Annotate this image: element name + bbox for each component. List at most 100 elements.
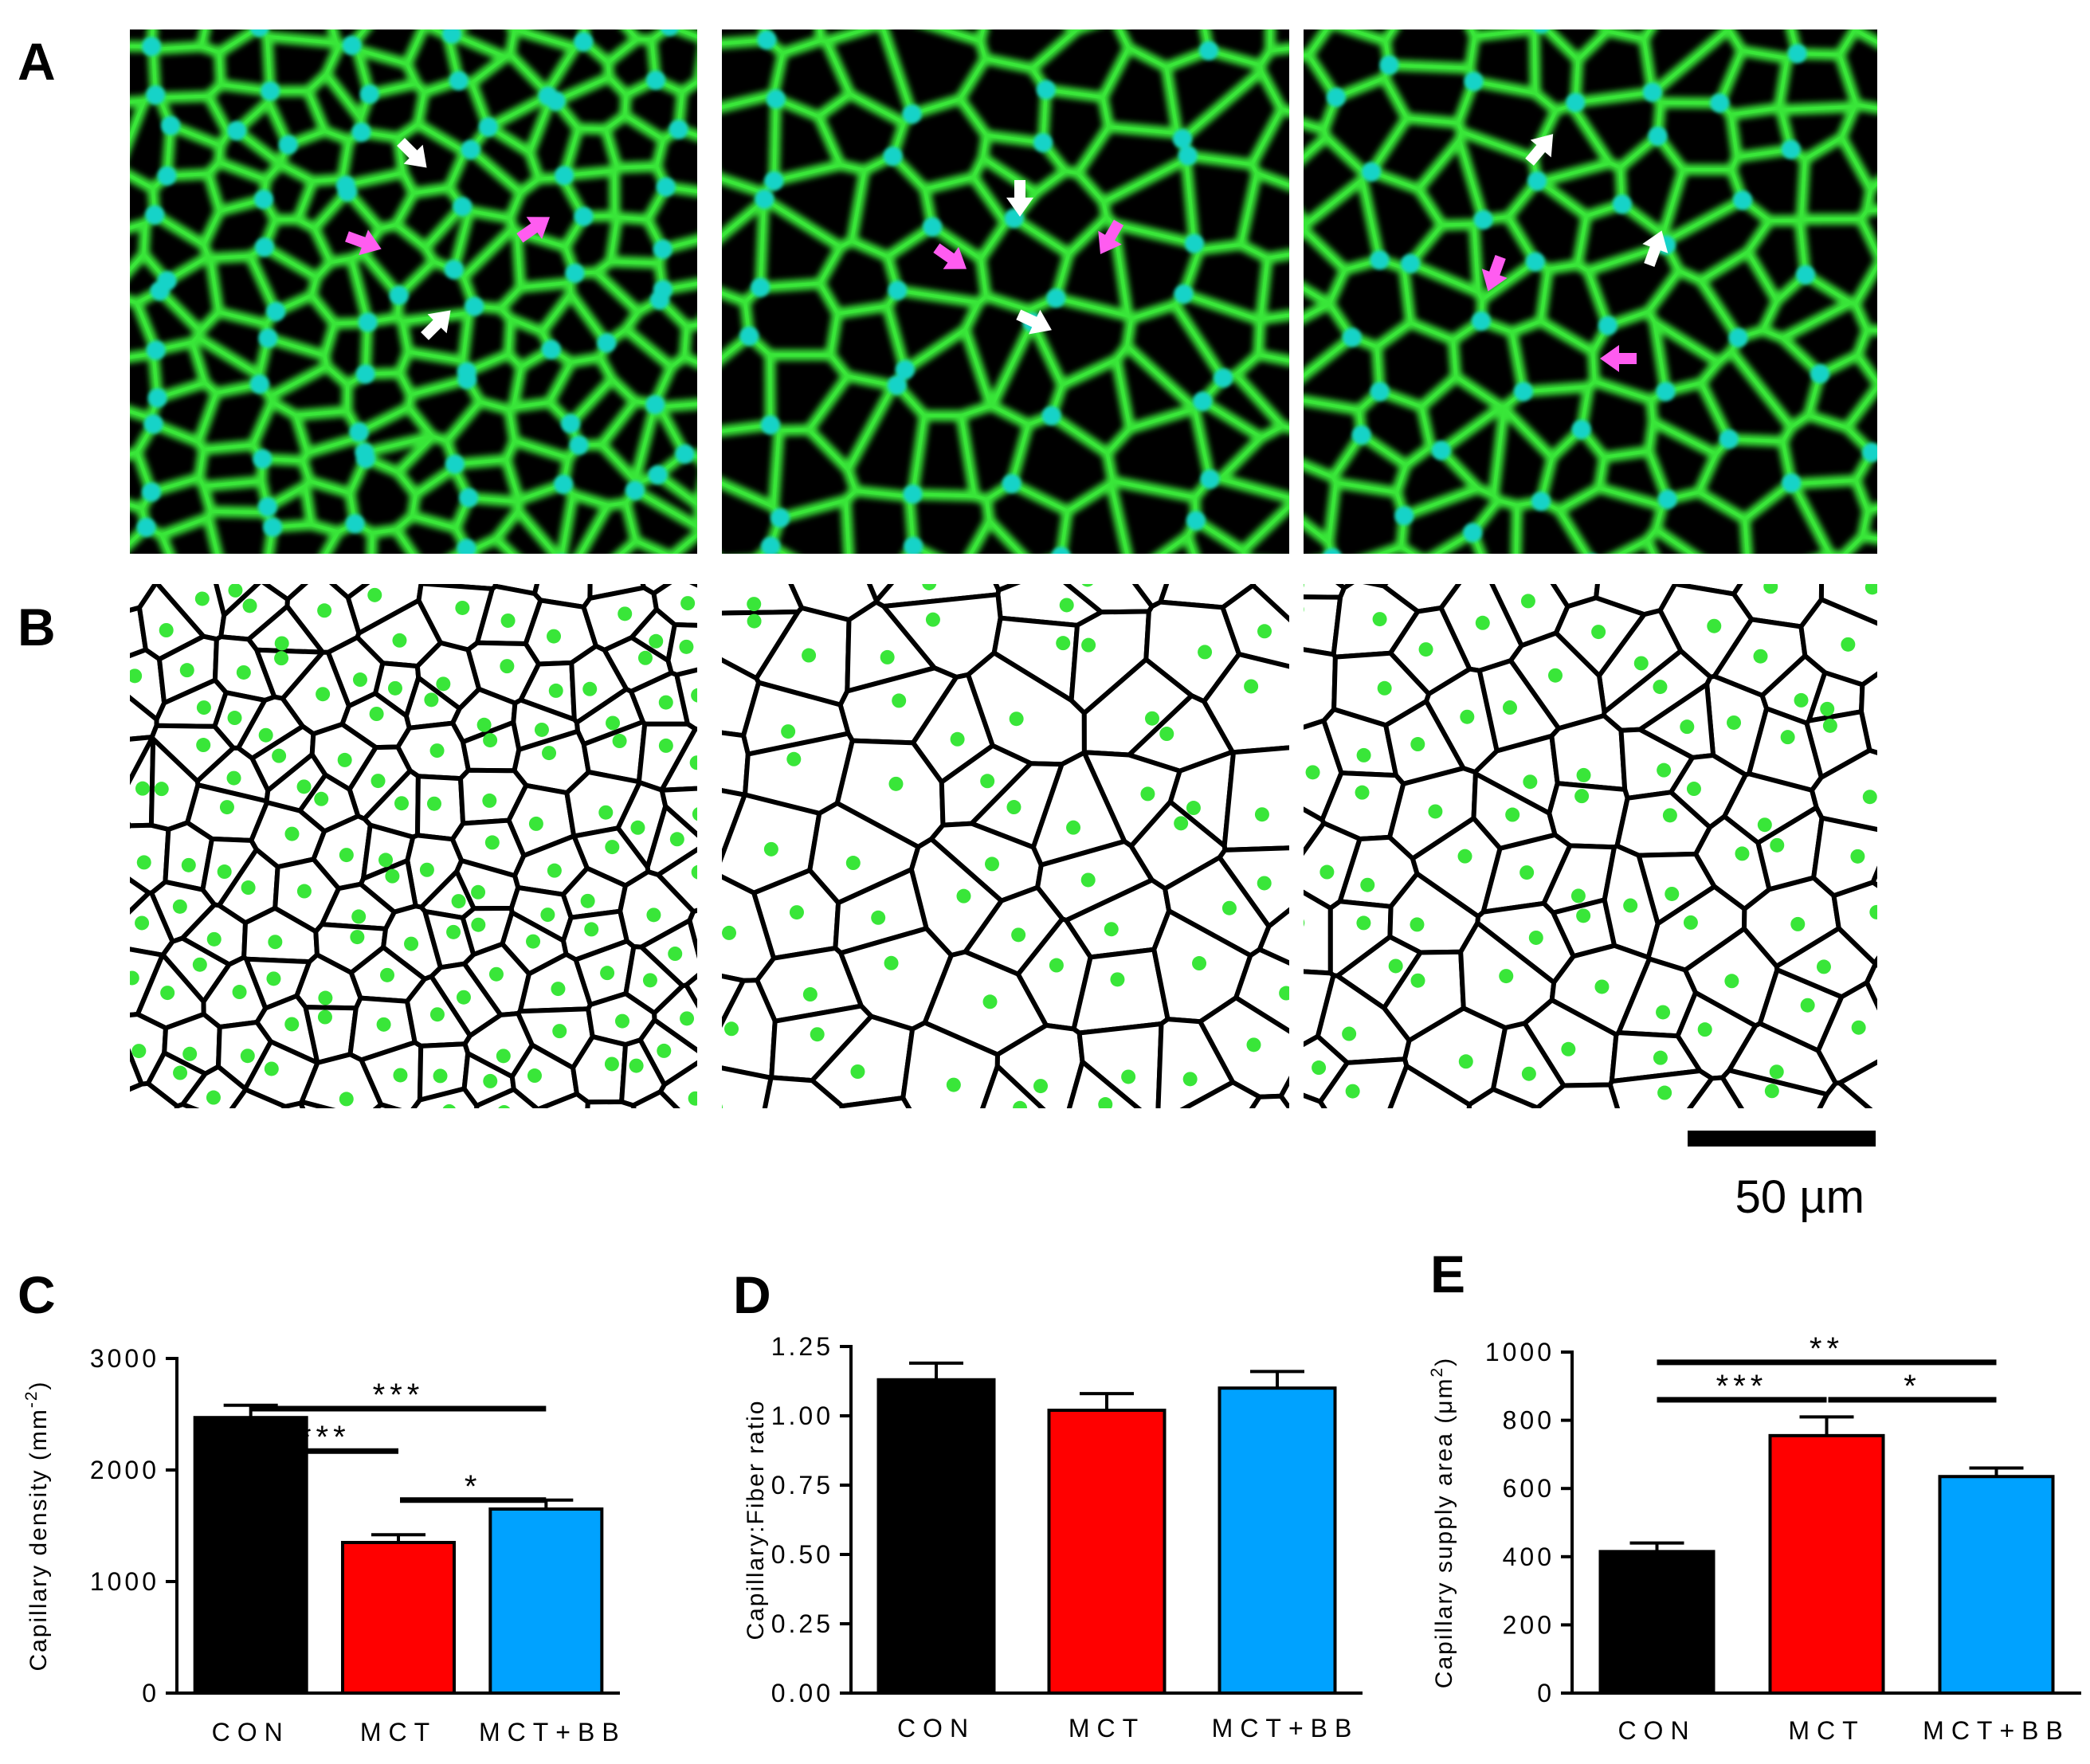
voronoi-cell — [480, 1094, 588, 1241]
capillary-dot — [500, 659, 514, 673]
capillary-dot — [1781, 730, 1795, 744]
capillary-dot — [1939, 637, 1954, 652]
capillary-dot — [542, 746, 556, 760]
capillary-dot — [888, 777, 903, 791]
capillary-dot — [1081, 872, 1096, 887]
capillary-dot — [638, 651, 653, 665]
voronoi-cell — [1894, 993, 2072, 1135]
x-category-label: MCT+BB — [1212, 1714, 1359, 1742]
capillary-dot — [483, 1074, 497, 1088]
capillary-dot — [1663, 808, 1677, 822]
capillary-dot — [1319, 865, 1334, 880]
capillary-dot — [1257, 876, 1272, 890]
capillary-dot — [1206, 553, 1220, 567]
voronoi-cell — [1074, 950, 1168, 1033]
capillary-dot — [659, 696, 673, 710]
capillary-dot — [668, 947, 682, 961]
capillary-dot — [670, 832, 684, 846]
voronoi-cell — [1897, 603, 2084, 688]
capillary-dot — [606, 1132, 620, 1147]
capillary-dot — [1653, 680, 1667, 694]
capillary-dot — [394, 796, 409, 810]
capillary-dot — [871, 911, 885, 925]
significance-label: * — [1904, 1369, 1921, 1404]
capillary-dot — [173, 900, 187, 914]
capillary-dot — [1010, 711, 1024, 726]
capillary-dot — [160, 986, 174, 1000]
capillary-dot — [615, 1014, 629, 1029]
capillary-dot — [810, 1027, 825, 1041]
capillary-dot — [69, 955, 84, 970]
capillary-dot — [125, 970, 139, 985]
capillary-dot — [956, 889, 970, 904]
capillary-dot — [139, 1110, 153, 1124]
capillary-dot — [1724, 974, 1739, 988]
voronoi-cell — [0, 686, 108, 756]
voronoi-cell — [147, 1104, 234, 1236]
capillary-dot — [1060, 598, 1074, 612]
capillary-dot — [549, 684, 563, 698]
voronoi-cell — [729, 1077, 842, 1286]
capillary-dot — [1727, 715, 1741, 730]
capillary-dot — [1312, 1060, 1326, 1075]
capillary-dot — [690, 755, 704, 770]
voronoi-cell — [1278, 1118, 1357, 1269]
capillary-dot — [228, 583, 242, 598]
capillary-dot — [1049, 958, 1064, 973]
capillary-dot — [1186, 801, 1201, 815]
y-tick-label: 0.25 — [771, 1609, 833, 1638]
x-category-label: CON — [1617, 1716, 1696, 1745]
capillary-dot — [1110, 972, 1124, 986]
capillary-dot — [1428, 804, 1442, 818]
capillary-dot — [1140, 786, 1155, 801]
bar — [343, 1543, 454, 1693]
capillary-dot — [551, 1129, 566, 1143]
capillary-dot — [1765, 1084, 1779, 1098]
capillary-dot — [983, 994, 998, 1009]
capillary-dot — [1770, 1064, 1784, 1079]
capillary-dot — [660, 1119, 674, 1134]
capillary-dot — [1013, 1101, 1027, 1115]
y-tick-label: 3000 — [90, 1344, 159, 1373]
capillary-dot — [1257, 624, 1272, 638]
capillary-dot — [1459, 1054, 1473, 1068]
capillary-dot — [496, 1049, 511, 1063]
capillary-dot — [220, 800, 234, 814]
y-tick-label: 0.00 — [771, 1679, 833, 1707]
capillary-dot — [643, 973, 657, 987]
capillary-dot — [374, 1132, 388, 1147]
capillary-dot — [173, 1066, 187, 1080]
capillary-dot — [1410, 917, 1424, 931]
capillary-dot — [1817, 959, 1831, 974]
capillary-dot — [512, 551, 527, 566]
voronoi-cell — [0, 977, 112, 1047]
capillary-dot — [1895, 868, 1909, 882]
capillary-dot — [692, 865, 706, 880]
capillary-dot — [1561, 1042, 1575, 1056]
capillary-dot — [1657, 763, 1671, 778]
capillary-dot — [581, 894, 595, 908]
capillary-dot — [1378, 681, 1392, 696]
y-tick-label: 0 — [142, 1679, 159, 1707]
capillary-dot — [471, 918, 485, 932]
capillary-dot — [547, 864, 562, 878]
capillary-dot — [1460, 710, 1474, 724]
x-category-label: CON — [897, 1714, 975, 1742]
capillary-dot — [1011, 927, 1025, 942]
capillary-dot — [951, 732, 965, 747]
capillary-dot — [127, 668, 142, 683]
capillary-dot — [274, 651, 288, 665]
capillary-dot — [1357, 748, 1371, 762]
capillary-dot — [377, 1017, 391, 1032]
capillary-dot — [243, 598, 257, 613]
capillary-dot — [75, 990, 89, 1005]
capillary-dot — [367, 588, 382, 602]
bar — [1049, 1410, 1165, 1693]
capillary-dot — [629, 1059, 644, 1073]
voronoi-cell — [0, 857, 105, 941]
capillary-dot — [297, 779, 312, 794]
capillary-dot — [393, 1068, 407, 1082]
capillary-dot — [485, 835, 500, 849]
capillary-dot — [1927, 1061, 1942, 1076]
